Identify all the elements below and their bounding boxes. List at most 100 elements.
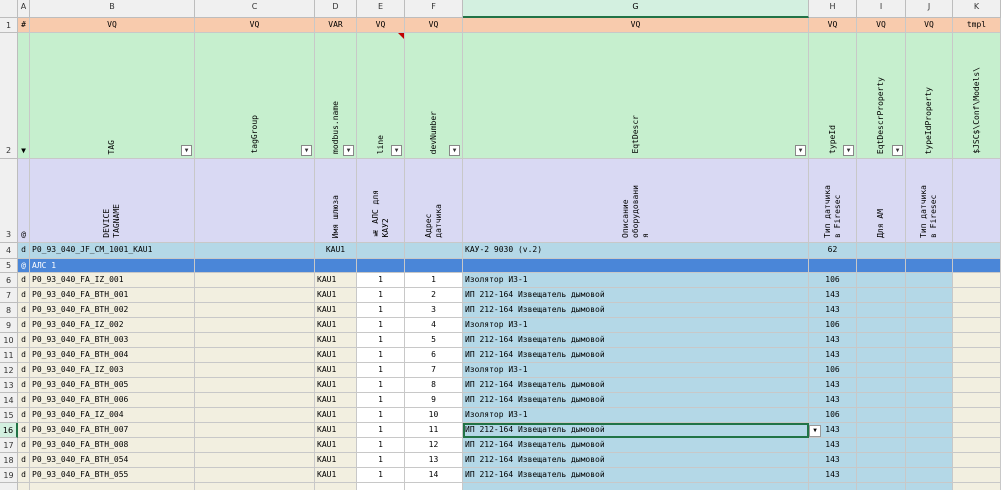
description-cell[interactable]: Описание оборудовани я [463,159,809,243]
cell[interactable] [357,483,405,490]
row-marker[interactable]: d [18,273,30,288]
row-marker[interactable]: d [18,243,30,259]
type-id-cell[interactable]: 143 [809,438,857,453]
line-cell[interactable]: 1 [357,303,405,318]
descr-property-cell[interactable] [857,468,906,483]
row-marker[interactable]: d [18,318,30,333]
tag-cell[interactable]: P0_93_040_FA_BTH_004 [30,348,195,363]
column-header-j[interactable]: J [906,0,953,18]
cell[interactable] [906,483,953,490]
filter-dropdown-icon[interactable]: ▼ [343,145,354,156]
descr-property-cell[interactable] [857,348,906,363]
column-header-f[interactable]: F [405,0,463,18]
tag-cell[interactable]: P0_93_040_FA_BTH_054 [30,453,195,468]
template-cell[interactable] [953,408,1001,423]
address-cell[interactable]: 12 [405,438,463,453]
description-cell[interactable]: ИП 212-164 Извещатель дымовой [463,438,809,453]
row-header[interactable]: 3 [0,159,18,243]
row-marker[interactable]: @ [18,259,30,273]
row-marker[interactable]: d [18,363,30,378]
tag-cell[interactable]: P0_93_040_FA_BTH_003 [30,333,195,348]
filter-marker[interactable]: ▼ [21,146,26,155]
row-marker[interactable]: d [18,468,30,483]
select-all-corner[interactable] [0,0,18,18]
row-header[interactable]: 11 [0,348,18,363]
tag-cell[interactable]: P0_93_040_FA_IZ_001 [30,273,195,288]
tag-group-cell[interactable] [195,318,315,333]
type-property-cell[interactable] [906,423,953,438]
address-cell[interactable]: 9 [405,393,463,408]
row-header[interactable]: 19 [0,468,18,483]
template-cell[interactable] [953,318,1001,333]
filter-dropdown-icon[interactable]: ▼ [795,145,806,156]
description-cell[interactable]: ИП 212-164 Извещатель дымовой [463,468,809,483]
type-id-cell[interactable]: 143 [809,393,857,408]
descr-property-cell[interactable] [857,318,906,333]
cell[interactable] [953,483,1001,490]
address-cell[interactable]: 2 [405,288,463,303]
template-cell[interactable] [953,333,1001,348]
tag-cell[interactable]: P0_93_040_FA_BTH_055 [30,468,195,483]
field-header-cell[interactable]: tagGroup ▼ [195,33,315,159]
description-cell[interactable]: Изолятор ИЗ-1 [463,363,809,378]
type-id-cell[interactable]: 143 [809,348,857,363]
row-header[interactable]: 13 [0,378,18,393]
row-header[interactable]: 10 [0,333,18,348]
field-header-cell[interactable]: $JSC$\Conf\Models\ [953,33,1001,159]
group-cell[interactable] [195,259,315,273]
row-header[interactable]: 9 [0,318,18,333]
type-property-cell[interactable] [906,288,953,303]
row1-cell[interactable]: VQ [195,18,315,33]
type-property-cell[interactable] [906,393,953,408]
row2-marker-cell[interactable]: ▼ [18,33,30,159]
line-cell[interactable]: 1 [357,393,405,408]
tag-group-cell[interactable] [195,393,315,408]
description-cell[interactable]: Тип датчика в Firesec [906,159,953,243]
line-cell[interactable]: 1 [357,333,405,348]
gateway-cell[interactable]: KAU1 [315,318,357,333]
tag-cell[interactable]: P0_93_040_FA_BTH_007 [30,423,195,438]
field-header-cell[interactable]: typeIdProperty [906,33,953,159]
cell-dropdown-icon[interactable]: ▼ [809,425,821,437]
gateway-cell[interactable]: KAU1 [315,438,357,453]
tag-group-cell[interactable] [195,438,315,453]
column-header-e[interactable]: E [357,0,405,18]
gateway-cell[interactable]: KAU1 [315,408,357,423]
group-cell[interactable] [405,259,463,273]
line-cell[interactable]: 1 [357,348,405,363]
tag-cell[interactable]: P0_93_040_FA_BTH_001 [30,288,195,303]
field-header-cell[interactable]: typeId ▼ [809,33,857,159]
address-cell[interactable]: 10 [405,408,463,423]
gateway-cell[interactable]: KAU1 [315,288,357,303]
tag-group-cell[interactable] [195,363,315,378]
descr-property-cell[interactable] [857,438,906,453]
line-cell[interactable]: 1 [357,423,405,438]
line-cell[interactable]: 1 [357,318,405,333]
template-cell[interactable] [953,378,1001,393]
hash-header-cell[interactable]: # [18,18,30,33]
row-marker[interactable]: d [18,378,30,393]
address-cell[interactable]: 1 [405,273,463,288]
device-tag-cell[interactable]: P0_93_040_JF_CM_1001_KAU1 [30,243,195,259]
group-cell[interactable] [357,259,405,273]
row1-cell[interactable]: VQ [809,18,857,33]
description-cell[interactable]: Тип датчика в Firesec [809,159,857,243]
tag-group-cell[interactable] [195,288,315,303]
type-property-cell[interactable] [906,318,953,333]
line-cell[interactable]: 1 [357,378,405,393]
row-header[interactable]: 7 [0,288,18,303]
type-id-cell[interactable]: 106 [809,318,857,333]
gateway-cell[interactable]: KAU1 [315,273,357,288]
type-id-cell[interactable]: 143 [809,468,857,483]
field-header-cell[interactable]: TAG ▼ [30,33,195,159]
cell[interactable] [463,483,809,490]
description-cell[interactable]: Для АМ [857,159,906,243]
column-header-k[interactable]: K [953,0,1001,18]
filter-dropdown-icon[interactable]: ▼ [181,145,192,156]
line-cell[interactable]: 1 [357,468,405,483]
row1-cell[interactable]: VQ [357,18,405,33]
type-id-cell[interactable]: 143 [809,378,857,393]
device-cell[interactable]: 62 [809,243,857,259]
row-header[interactable] [0,483,18,490]
row-marker[interactable]: d [18,333,30,348]
